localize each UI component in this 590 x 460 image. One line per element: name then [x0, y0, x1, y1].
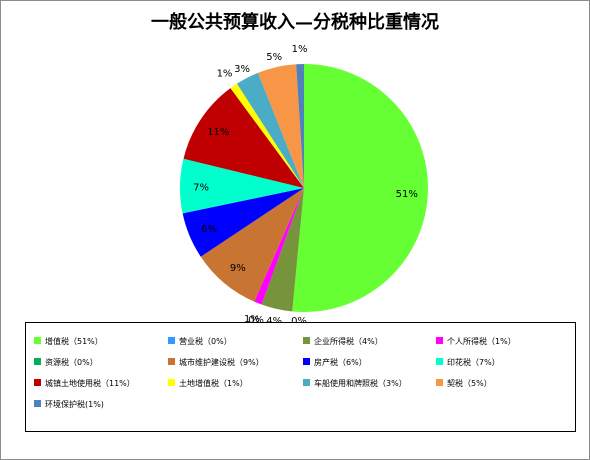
chart-title: 一般公共预算收入—分税种比重情况 — [151, 12, 439, 33]
legend-item-6: 房产税（6%） — [303, 356, 367, 370]
legend-item-10: 车船使用和牌照税（3%） — [303, 377, 407, 391]
legend-swatch — [303, 379, 310, 386]
legend-label: 契税（5%） — [447, 379, 492, 388]
data-label-8: 11% — [207, 127, 229, 138]
legend-label: 资源税（0%） — [45, 358, 98, 367]
pie-slice-2 — [261, 188, 304, 312]
data-label-11: 5% — [266, 52, 282, 63]
data-label-0: 51% — [396, 189, 418, 200]
data-label-1: 0% — [291, 316, 307, 322]
data-label-9: 1% — [217, 69, 233, 80]
pie-slice-11 — [257, 64, 304, 188]
legend-item-1: 营业税（0%） — [168, 335, 232, 349]
pie-slice-9 — [230, 83, 304, 188]
legend: 增值税（51%） 营业税（0%） 企业所得税（4%） 个人所得税（1%） 资源税（0%）… — [25, 322, 576, 432]
legend-swatch — [34, 400, 41, 407]
legend-item-12: 环境保护税(1%) — [34, 398, 104, 412]
legend-label: 房产税（6%） — [314, 358, 367, 367]
data-label-6: 6% — [201, 224, 217, 235]
legend-label: 营业税（0%） — [179, 337, 232, 346]
legend-label: 企业所得税（4%） — [314, 337, 383, 346]
legend-item-4: 资源税（0%） — [34, 356, 98, 370]
legend-swatch — [34, 379, 41, 386]
legend-swatch — [168, 337, 175, 344]
legend-item-7: 印花税（7%） — [436, 356, 500, 370]
data-label-10: 3% — [234, 64, 250, 75]
pie-slice-10 — [236, 72, 304, 188]
data-label-12: 1% — [292, 44, 308, 55]
pie-chart: 51%0%4%1%0%9%6%7%11%1% 3%5%1% — [180, 44, 428, 322]
pie-slice-5 — [200, 188, 304, 302]
data-label-5: 9% — [230, 263, 246, 274]
legend-label: 个人所得税（1%） — [447, 337, 516, 346]
legend-swatch — [436, 358, 443, 365]
legend-swatch — [34, 358, 41, 365]
legend-label: 增值税（51%） — [45, 337, 103, 346]
data-label-4: 0% — [248, 315, 264, 322]
legend-swatch — [436, 337, 443, 344]
legend-item-2: 企业所得税（4%） — [303, 335, 383, 349]
pie-slice-6 — [182, 188, 304, 257]
legend-item-0: 增值税（51%） — [34, 335, 103, 349]
legend-item-11: 契税（5%） — [436, 377, 492, 391]
pie-slice-12 — [296, 64, 304, 188]
pie-slice-8 — [183, 88, 304, 188]
legend-item-3: 个人所得税（1%） — [436, 335, 516, 349]
legend-swatch — [168, 379, 175, 386]
data-label-3: 1% — [244, 314, 260, 322]
legend-item-9: 土地增值税（1%） — [168, 377, 248, 391]
legend-swatch — [303, 337, 310, 344]
pie-slice-7 — [180, 158, 304, 214]
pie-slice-0 — [292, 64, 428, 313]
data-label-2: 4% — [266, 316, 282, 322]
legend-label: 车船使用和牌照税（3%） — [314, 379, 407, 388]
legend-swatch — [436, 379, 443, 386]
legend-swatch — [168, 358, 175, 365]
legend-label: 环境保护税(1%) — [45, 400, 104, 409]
legend-label: 城市维护建设税（9%） — [179, 358, 264, 367]
legend-item-8: 城镇土地使用税（11%） — [34, 377, 135, 391]
legend-swatch — [303, 358, 310, 365]
pie-slice-3 — [254, 188, 304, 305]
legend-label: 土地增值税（1%） — [179, 379, 248, 388]
data-label-7: 7% — [193, 182, 209, 193]
legend-label: 城镇土地使用税（11%） — [45, 379, 135, 388]
legend-label: 印花税（7%） — [447, 358, 500, 367]
legend-swatch — [34, 337, 41, 344]
legend-item-5: 城市维护建设税（9%） — [168, 356, 264, 370]
